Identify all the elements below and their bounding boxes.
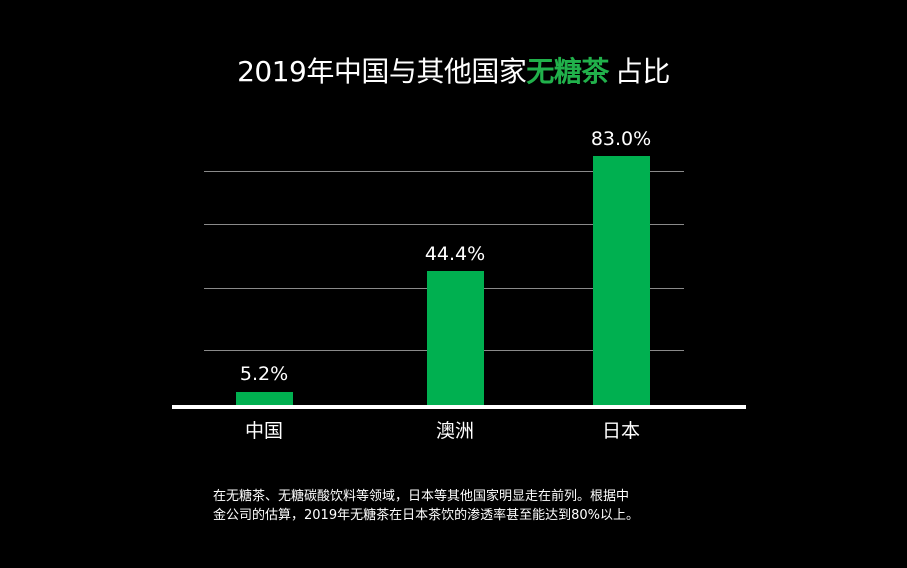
- category-label-japan: 日本: [601, 420, 640, 442]
- title-highlight: 无糖茶: [526, 55, 609, 88]
- value-label-japan: 83.0%: [590, 128, 652, 150]
- gridline: [204, 171, 684, 172]
- footnote-line-1: 在无糖茶、无糖碳酸饮料等领域，日本等其他国家明显走在前列。根据中: [213, 489, 630, 504]
- category-label-australia: 澳洲: [435, 420, 474, 442]
- gridline: [204, 224, 684, 225]
- title-prefix: 2019年中国与其他国家: [237, 55, 527, 88]
- bar-australia: [427, 271, 484, 406]
- x-axis-baseline: [172, 405, 746, 409]
- bar-china: [236, 392, 293, 406]
- footnote-line-2: 金公司的估算，2019年无糖茶在日本茶饮的渗透率甚至能达到80%以上。: [213, 508, 639, 523]
- title-suffix: 占比: [614, 55, 671, 88]
- bar-japan: [593, 156, 650, 406]
- page-title: 2019年中国与其他国家无糖茶 占比: [0, 52, 907, 92]
- value-label-china: 5.2%: [239, 363, 289, 385]
- value-label-australia: 44.4%: [424, 243, 486, 265]
- category-label-china: 中国: [244, 420, 283, 442]
- footnote: 在无糖茶、无糖碳酸饮料等领域，日本等其他国家明显走在前列。根据中 金公司的估算，…: [213, 487, 713, 525]
